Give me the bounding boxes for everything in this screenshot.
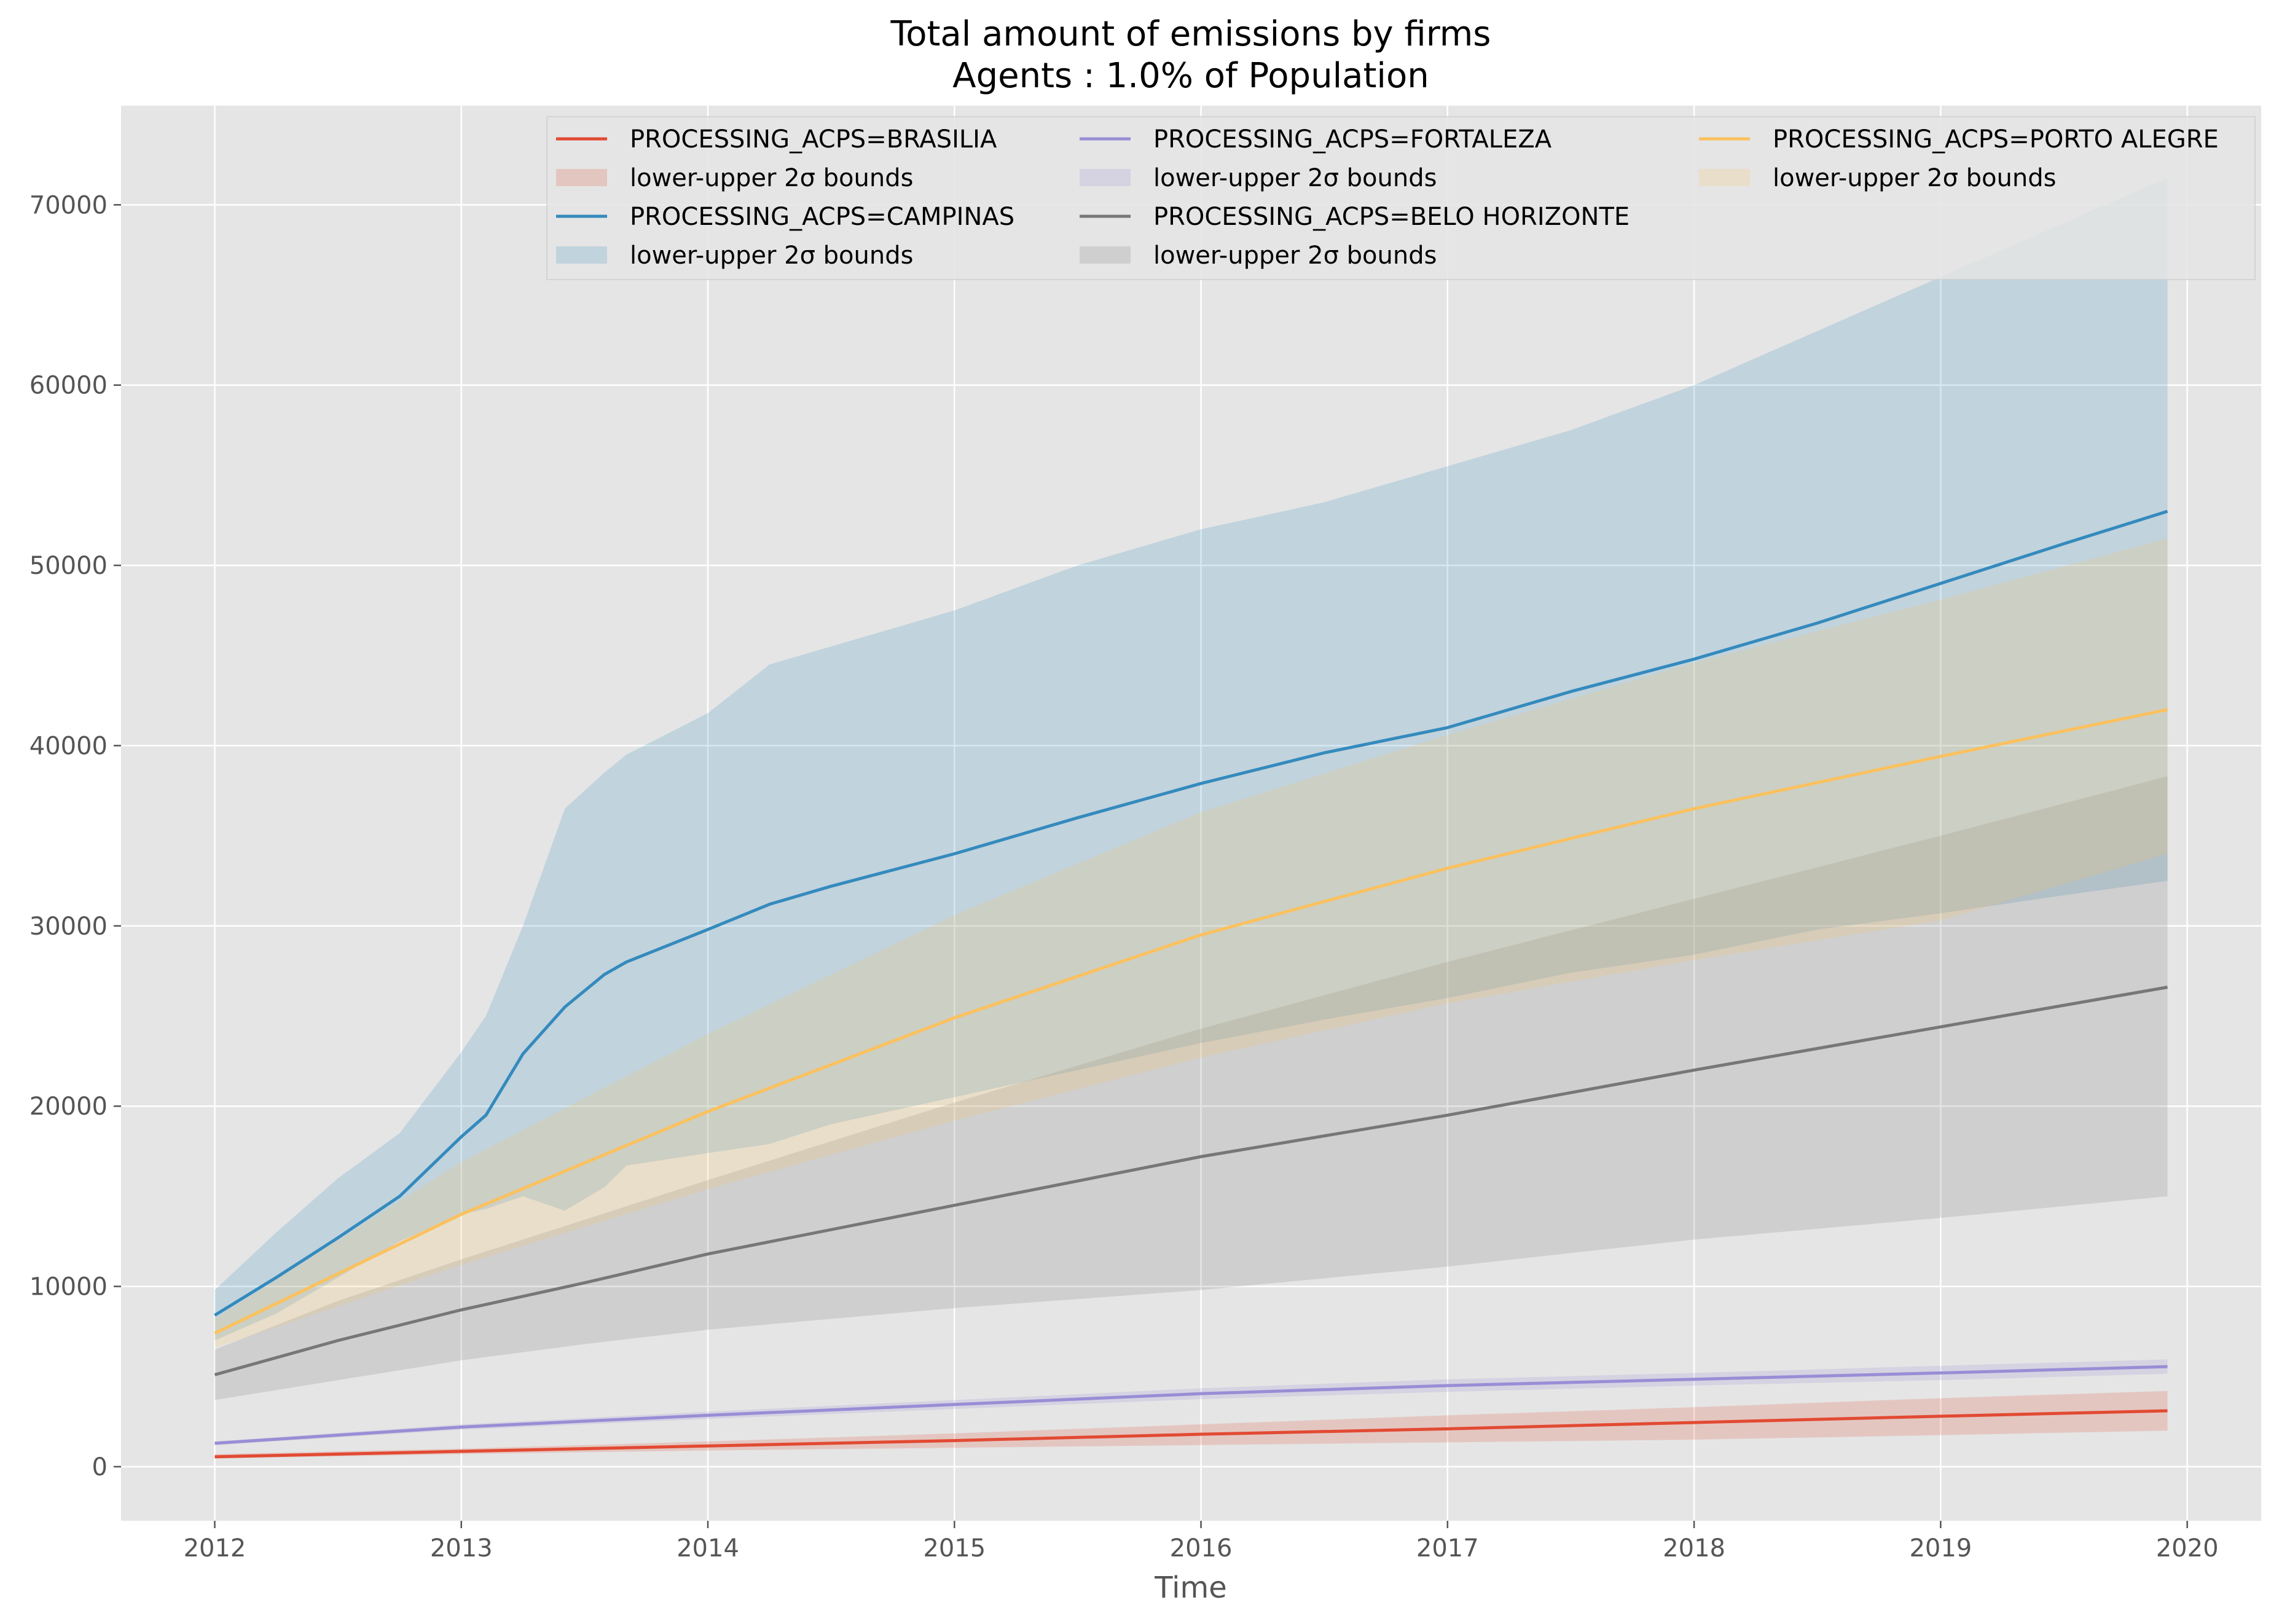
legend-band-swatch bbox=[1699, 169, 1750, 186]
line-series-3 bbox=[214, 986, 2168, 1376]
legend-label: PROCESSING_ACPS=PORTO ALEGRE bbox=[1773, 125, 2219, 154]
legend-frame bbox=[546, 116, 2256, 280]
line-series-4 bbox=[214, 708, 2168, 1335]
band-series-1 bbox=[214, 178, 2168, 1341]
legend-label: lower-upper 2σ bounds bbox=[1153, 164, 1437, 192]
y-tick-label: 40000 bbox=[29, 732, 108, 760]
y-tick-label: 20000 bbox=[29, 1092, 108, 1121]
x-tick-label: 2014 bbox=[677, 1534, 739, 1563]
y-tick-label: 0 bbox=[92, 1453, 108, 1481]
legend-label: PROCESSING_ACPS=FORTALEZA bbox=[1153, 125, 1552, 154]
legend-label: PROCESSING_ACPS=BRASILIA bbox=[630, 125, 997, 154]
line-series-0 bbox=[214, 1409, 2168, 1459]
y-axis-ticks: 0 10000 20000 30000 40000 50000 60000 70000 bbox=[29, 191, 121, 1481]
legend-label: lower-upper 2σ bounds bbox=[1153, 241, 1437, 270]
x-tick-label: 2012 bbox=[184, 1534, 246, 1563]
series-lines bbox=[214, 509, 2168, 1459]
confidence-bands bbox=[214, 178, 2168, 1459]
legend-label: lower-upper 2σ bounds bbox=[630, 241, 913, 270]
x-tick-label: 2013 bbox=[430, 1534, 493, 1563]
x-axis-label: Time bbox=[1154, 1571, 1226, 1605]
legend-label: PROCESSING_ACPS=BELO HORIZONTE bbox=[1153, 203, 1630, 231]
x-tick-label: 2020 bbox=[2156, 1534, 2219, 1563]
x-tick-label: 2015 bbox=[923, 1534, 986, 1563]
band-series-0 bbox=[214, 1391, 2168, 1459]
line-series-2 bbox=[214, 1365, 2168, 1445]
legend-label: lower-upper 2σ bounds bbox=[1773, 164, 2056, 192]
y-tick-label: 30000 bbox=[29, 912, 108, 941]
x-tick-label: 2018 bbox=[1663, 1534, 1725, 1563]
legend-label: lower-upper 2σ bounds bbox=[630, 164, 913, 192]
x-tick-label: 2016 bbox=[1170, 1534, 1233, 1563]
band-series-4 bbox=[214, 538, 2168, 1348]
line-series-1 bbox=[214, 509, 2168, 1317]
y-tick-label: 50000 bbox=[29, 552, 108, 580]
band-series-3 bbox=[214, 776, 2168, 1400]
y-tick-label: 70000 bbox=[29, 191, 108, 219]
legend-band-swatch bbox=[556, 169, 607, 186]
legend-band-swatch bbox=[556, 246, 607, 264]
chart-title: Total amount of emissions by firms bbox=[890, 14, 1491, 54]
chart-subtitle: Agents : 1.0% of Population bbox=[952, 56, 1429, 96]
y-tick-label: 60000 bbox=[29, 372, 108, 400]
x-axis-ticks: 2012 2013 2014 2015 2016 2017 2018 2019 2020 bbox=[184, 1521, 2219, 1563]
x-tick-label: 2019 bbox=[1909, 1534, 1972, 1563]
grid-lines bbox=[121, 106, 2261, 1521]
x-tick-label: 2017 bbox=[1416, 1534, 1479, 1563]
legend: PROCESSING_ACPS=BRASILIA lower-upper 2σ b… bbox=[546, 116, 2256, 280]
plot-background bbox=[121, 106, 2261, 1521]
legend-label: PROCESSING_ACPS=CAMPINAS bbox=[630, 203, 1014, 231]
legend-band-swatch bbox=[1080, 246, 1131, 264]
y-tick-label: 10000 bbox=[29, 1273, 108, 1301]
legend-band-swatch bbox=[1080, 169, 1131, 186]
